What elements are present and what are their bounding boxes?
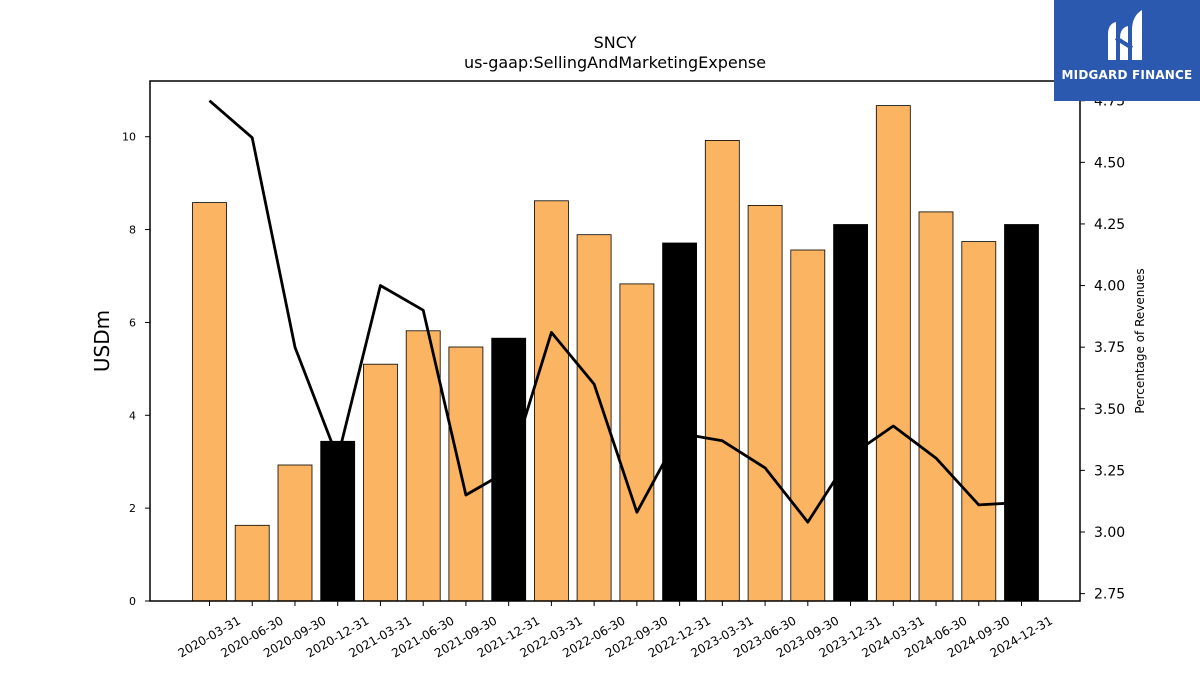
y2-tick-label: 4.50 [1094, 155, 1125, 171]
bar-2023-06-30 [747, 204, 783, 602]
chart-title: SNCY [594, 33, 637, 52]
y2-axis-label: Percentage of Revenues [1133, 268, 1147, 413]
right-axis-ticks: 2.753.003.253.503.754.004.254.504.75 [1080, 94, 1125, 603]
bar-2021-09-30 [448, 346, 484, 602]
y2-tick-label: 3.75 [1094, 340, 1125, 356]
y2-tick-label: 4.25 [1094, 217, 1125, 233]
y-tick-label: 0 [129, 595, 136, 608]
bar-2024-12-31 [1004, 224, 1039, 602]
bar-2023-12-31 [833, 224, 868, 602]
bar-2020-09-30 [277, 464, 313, 602]
bar-2021-03-31 [362, 363, 398, 602]
chart-subtitle: us-gaap:SellingAndMarketingExpense [464, 53, 766, 72]
bar-2022-09-30 [619, 283, 655, 602]
bar-2022-03-31 [534, 200, 569, 602]
bar-2023-09-30 [790, 249, 826, 602]
logo-text: MIDGARD FINANCE [1061, 68, 1193, 82]
logo-mark-icon [1108, 10, 1142, 60]
bar-2021-06-30 [405, 330, 441, 602]
y2-tick-label: 2.75 [1094, 587, 1125, 603]
y-tick-label: 2 [129, 502, 136, 515]
bar-series [192, 105, 1039, 602]
bar-2020-03-31 [192, 202, 227, 602]
y-tick-label: 6 [129, 316, 136, 329]
bar-2022-12-31 [662, 242, 697, 602]
bar-2020-06-30 [234, 524, 270, 602]
brand-logo: MIDGARD FINANCE [1054, 0, 1200, 101]
left-axis-ticks: 0 2 4 6 8 10 [122, 131, 150, 608]
bar-2020-12-31 [320, 440, 356, 602]
y2-tick-label: 4.00 [1094, 279, 1125, 295]
bar-2024-03-31 [875, 105, 911, 602]
bar-2024-06-30 [918, 211, 954, 602]
y2-tick-label: 3.50 [1094, 402, 1125, 418]
plot-frame [149, 80, 1081, 602]
y-axis-label: USDm [90, 310, 114, 372]
y-tick-label: 10 [122, 131, 136, 144]
y-tick-label: 4 [129, 409, 136, 422]
y-tick-label: 8 [129, 224, 136, 237]
y2-tick-label: 3.00 [1094, 525, 1125, 541]
x-axis-ticks: 2020-03-312020-06-302020-09-302020-12-31… [176, 601, 1055, 660]
bar-2024-09-30 [961, 241, 997, 602]
bar-2023-03-31 [704, 139, 740, 602]
y2-tick-label: 3.25 [1094, 463, 1125, 479]
percentage-line [208, 99, 1022, 524]
line-series [208, 99, 1022, 524]
